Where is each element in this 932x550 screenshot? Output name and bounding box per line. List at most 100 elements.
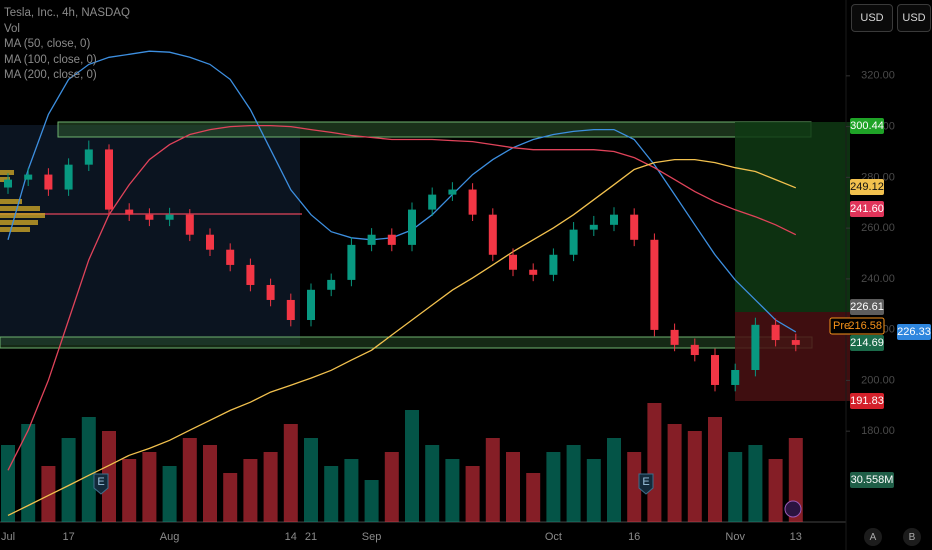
- candle-body: [24, 174, 33, 180]
- volume-bar: [586, 459, 601, 522]
- price-badge-text: 214.69: [850, 337, 884, 349]
- volume-bar: [81, 417, 96, 522]
- candle-body: [448, 189, 457, 195]
- candle-body: [428, 194, 437, 210]
- scale-button[interactable]: B: [903, 528, 921, 546]
- legend-entry: MA (200, close, 0): [4, 69, 97, 81]
- volume-bar: [647, 403, 662, 522]
- price-badge-text: 226.33: [897, 326, 931, 338]
- volume-bar: [566, 445, 581, 522]
- candle-body: [246, 264, 255, 285]
- volume-bar: [243, 459, 258, 522]
- profile-bar: [0, 220, 38, 225]
- volume-bar: [1, 445, 15, 522]
- x-tick-label: Oct: [545, 531, 562, 543]
- volume-bar: [283, 424, 298, 522]
- candle-body: [408, 209, 416, 245]
- legend-volume: Vol: [4, 22, 20, 35]
- legend-title: Tesla, Inc., 4h, NASDAQ: [4, 7, 130, 19]
- legend-entry: MA (50, close, 0): [4, 38, 91, 50]
- volume-bar: [203, 445, 217, 522]
- price-badge-text: 226.61: [850, 301, 884, 313]
- volume-bar: [445, 459, 460, 522]
- candle-body: [125, 209, 134, 215]
- candle-body: [226, 249, 235, 265]
- x-tick-label: 17: [62, 531, 74, 543]
- x-tick-label: 21: [305, 531, 317, 543]
- price-badge: [850, 393, 884, 409]
- candle-body: [589, 224, 598, 230]
- volume-bar: [607, 438, 621, 522]
- price-badge-text: 191.83: [850, 395, 884, 407]
- volume-bar: [384, 452, 399, 522]
- x-tick-label: 13: [790, 531, 802, 543]
- price-badge: [850, 335, 884, 351]
- legend: Tesla, Inc., 4h, NASDAQ Vol MA (50, clos…: [4, 6, 130, 84]
- price-badge: [829, 317, 885, 335]
- candle-body: [206, 234, 214, 250]
- price-badge-text: 30.558M: [851, 474, 894, 486]
- moving-average-line: [7, 158, 797, 516]
- volume-profile: [0, 170, 45, 232]
- profile-bar: [0, 170, 14, 175]
- zone-bottom: [0, 336, 813, 349]
- price-badge-text: 241.60: [850, 203, 884, 215]
- y-tick-label: 260.00: [861, 222, 895, 234]
- volume-bar: [405, 410, 419, 522]
- moving-average-line: [7, 124, 797, 471]
- price-badge-text: 249.12: [850, 181, 884, 193]
- candle-body: [286, 299, 295, 320]
- candle-body: [64, 164, 73, 190]
- x-tick-label: Sep: [362, 531, 382, 543]
- candle-body: [670, 329, 679, 345]
- event-label: E: [97, 476, 104, 488]
- volume-bar: [142, 452, 157, 522]
- candle-body: [84, 149, 93, 165]
- volume-bar: [102, 431, 116, 522]
- x-tick-label: 16: [628, 531, 640, 543]
- price-badge-prefix: Pre: [833, 320, 850, 332]
- zone-top: [57, 121, 812, 138]
- volume-bar: [465, 466, 480, 522]
- profile-bar: [0, 227, 30, 232]
- profile-bar: [0, 177, 10, 182]
- volume-bar: [627, 452, 642, 522]
- x-tick-label: 14: [285, 531, 297, 543]
- volume-bar: [162, 466, 177, 522]
- price-badge: [897, 324, 931, 340]
- candle-body: [488, 214, 497, 255]
- y-tick-label: 240.00: [861, 273, 895, 285]
- volume-bar: [708, 417, 722, 522]
- candle-body: [569, 229, 578, 255]
- currency-button[interactable]: USD: [897, 4, 931, 32]
- candle-body: [367, 234, 376, 245]
- currency-button[interactable]: USD: [851, 4, 893, 32]
- event-marker: [638, 473, 654, 495]
- price-badge: [850, 472, 894, 488]
- volume-bar: [182, 438, 197, 522]
- scale-button[interactable]: A: [864, 528, 882, 546]
- volume-bar: [768, 459, 783, 522]
- candle-body: [711, 355, 719, 385]
- volume-bar: [506, 452, 520, 522]
- volume-bar: [667, 424, 682, 522]
- price-badge: [850, 299, 884, 315]
- candle-body: [185, 214, 194, 235]
- event-label: E: [642, 476, 649, 488]
- candle-body: [387, 234, 396, 245]
- volume-bar: [263, 452, 278, 522]
- candle-body: [549, 254, 558, 275]
- candle-body: [468, 189, 477, 215]
- candle-body: [327, 279, 336, 290]
- y-tick-label: 180.00: [861, 425, 895, 437]
- alert-marker: [784, 500, 802, 518]
- volume-bar: [526, 473, 541, 522]
- candle-body: [771, 324, 780, 341]
- moving-average-line: [7, 50, 797, 333]
- price-badge: [850, 201, 884, 217]
- candle-body: [529, 269, 538, 275]
- candle-body: [347, 244, 356, 280]
- candle-body: [105, 149, 113, 210]
